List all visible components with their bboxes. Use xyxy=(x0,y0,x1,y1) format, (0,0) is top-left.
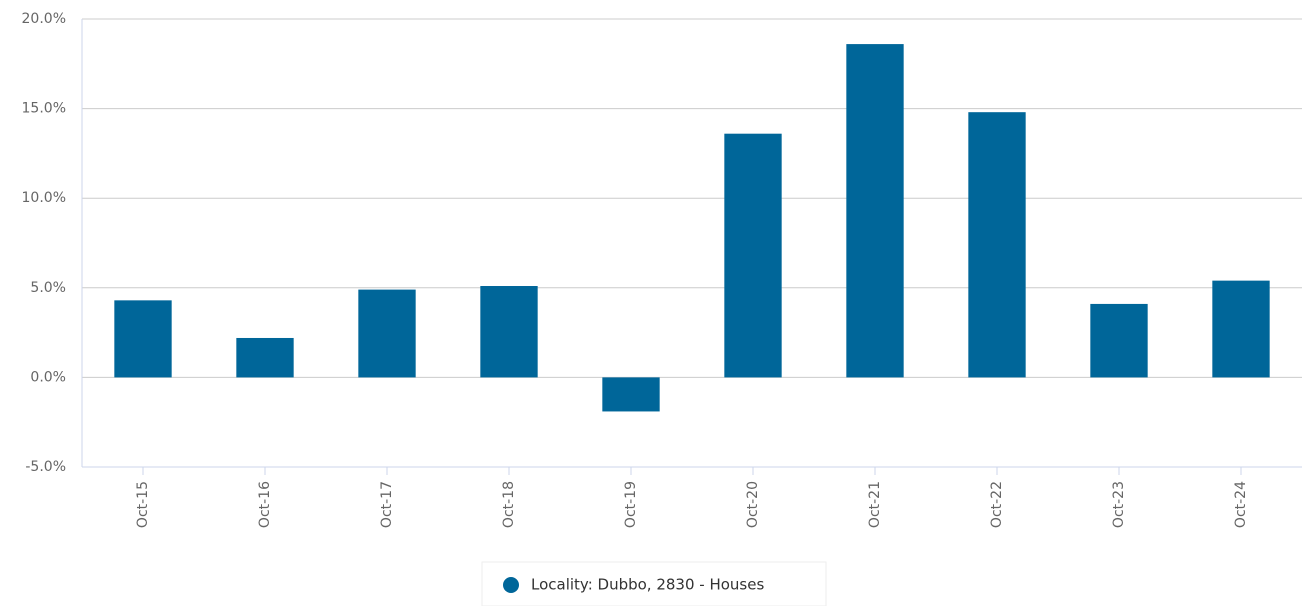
y-tick-label: -5.0% xyxy=(25,459,66,475)
legend-swatch xyxy=(503,577,519,593)
y-tick-label: 5.0% xyxy=(30,280,66,296)
y-tick-label: 20.0% xyxy=(22,11,66,27)
x-tick-label: Oct-17 xyxy=(379,481,395,528)
x-tick-label: Oct-15 xyxy=(135,481,151,528)
y-tick-label: 15.0% xyxy=(22,101,66,117)
bar xyxy=(1090,303,1148,378)
x-tick-label: Oct-19 xyxy=(623,481,639,528)
x-tick-label: Oct-24 xyxy=(1233,481,1249,528)
bar xyxy=(968,112,1026,378)
x-tick-label: Oct-22 xyxy=(989,481,1005,528)
y-tick-label: 10.0% xyxy=(22,190,66,206)
x-tick-label: Oct-16 xyxy=(257,481,273,528)
bar xyxy=(1212,280,1270,378)
bar xyxy=(602,377,660,412)
bar xyxy=(358,289,416,378)
y-tick-label: 0.0% xyxy=(30,369,66,385)
legend-box xyxy=(481,561,827,606)
bar xyxy=(724,133,782,378)
x-tick-label: Oct-21 xyxy=(867,481,883,528)
x-tick-label: Oct-20 xyxy=(745,481,761,528)
legend-label: Locality: Dubbo, 2830 - Houses xyxy=(531,576,764,594)
bar xyxy=(846,44,904,378)
bar xyxy=(114,300,172,378)
x-tick-label: Oct-23 xyxy=(1111,481,1127,528)
bar xyxy=(480,286,538,378)
x-tick-label: Oct-18 xyxy=(501,481,517,528)
bar xyxy=(236,337,294,378)
